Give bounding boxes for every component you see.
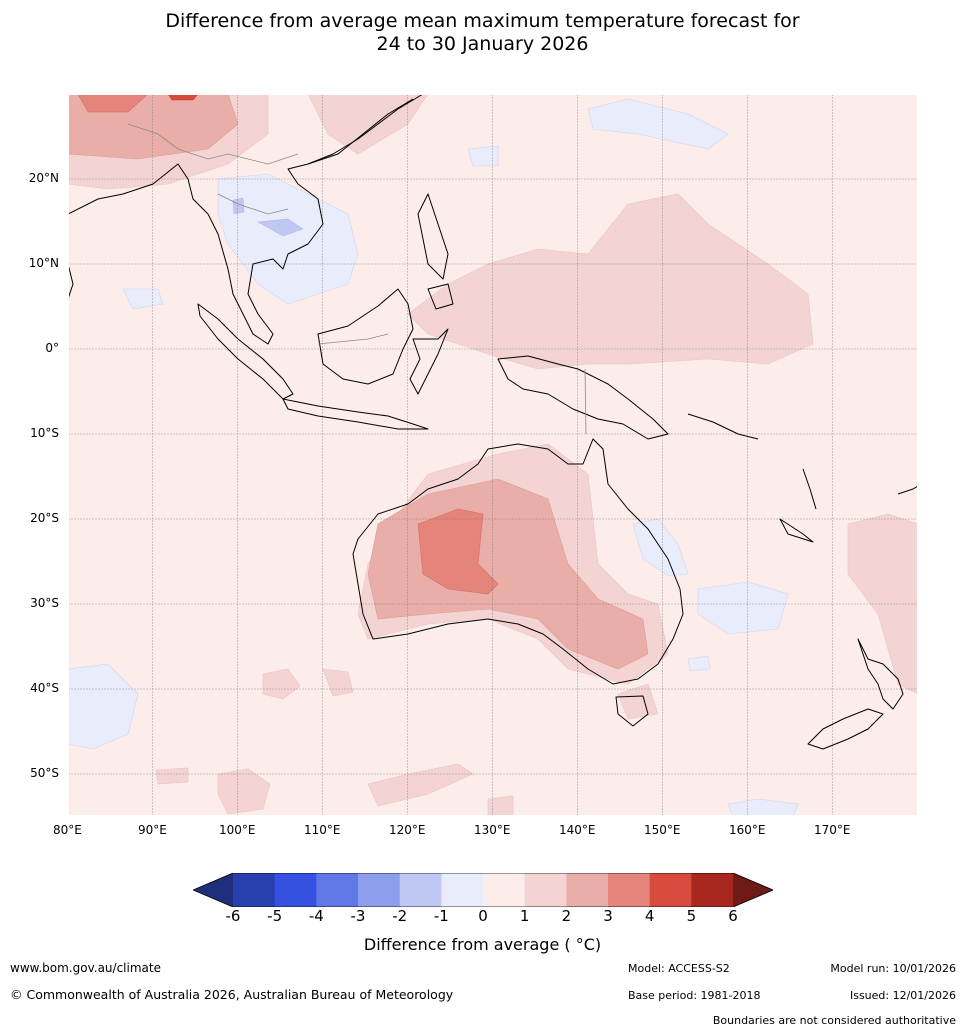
coastline-india xyxy=(68,183,154,215)
colorbar-tick-label: 1 xyxy=(519,907,530,925)
copyright-text: © Commonwealth of Australia 2026, Austra… xyxy=(10,987,454,1002)
colorbar-swatch xyxy=(274,873,317,907)
colorbar-swatch xyxy=(399,873,442,907)
colorbar-tick-label: 0 xyxy=(478,907,488,925)
model-name: Model: ACCESS-S2 xyxy=(628,962,730,975)
lat-label-50s: 50°S xyxy=(30,766,59,780)
colorbar-swatch xyxy=(441,873,484,907)
colorbar-tick-label: -2 xyxy=(392,907,408,925)
colorbar-tick-label: 6 xyxy=(728,907,738,925)
colorbar-swatch xyxy=(483,873,526,907)
lat-label-20s: 20°S xyxy=(30,511,59,525)
country-borders xyxy=(127,123,587,435)
anomaly-1-to-2 xyxy=(68,94,918,816)
map-frame xyxy=(68,94,918,816)
lat-label-0: 0° xyxy=(45,341,59,355)
colorbar-swatch xyxy=(691,873,734,907)
coastline-mindanao xyxy=(427,283,454,310)
lon-label-110e: 110°E xyxy=(304,823,341,837)
colorbar-tick-label: 2 xyxy=(561,907,572,925)
coastline-sumatra xyxy=(197,303,294,400)
lat-label-20n: 20°N xyxy=(28,171,59,185)
boundaries-disclaimer: Boundaries are not considered authoritat… xyxy=(712,1014,956,1027)
map-title: Difference from average mean maximum tem… xyxy=(0,10,965,56)
coastline-china xyxy=(307,98,414,165)
coastline-vanuatu xyxy=(802,468,817,510)
coastline-new-guinea xyxy=(497,355,669,440)
base-period: Base period: 1981-2018 xyxy=(628,989,761,1002)
coastline-borneo xyxy=(317,288,414,385)
issued-date: Issued: 12/01/2026 xyxy=(849,989,956,1002)
coastline-new-zealand-north xyxy=(857,638,904,710)
colorbar-extend-high xyxy=(733,873,773,907)
colorbar-label: Difference from average ( °C) xyxy=(363,935,602,954)
colorbar-tick-label: 5 xyxy=(686,907,697,925)
lat-label-30s: 30°S xyxy=(30,596,59,610)
colorbar-swatch xyxy=(524,873,567,907)
map-background xyxy=(68,94,918,816)
lat-label-10s: 10°S xyxy=(30,426,59,440)
colorbar-swatch xyxy=(316,873,359,907)
lon-label-100e: 100°E xyxy=(219,823,256,837)
graticule xyxy=(68,94,918,816)
website-link[interactable]: www.bom.gov.au/climate xyxy=(10,961,161,975)
coastline-new-zealand-south xyxy=(807,708,884,750)
lon-label-160e: 160°E xyxy=(729,823,766,837)
lon-label-90e: 90°E xyxy=(138,823,167,837)
colorbar-swatch xyxy=(566,873,609,907)
lat-label-40s: 40°S xyxy=(30,681,59,695)
colorbar-tick-label: -4 xyxy=(308,907,324,925)
coastline-java xyxy=(282,398,429,430)
colorbar-swatch xyxy=(358,873,401,907)
lon-label-140e: 140°E xyxy=(559,823,596,837)
colorbar-swatch xyxy=(608,873,651,907)
title-line-1: Difference from average mean maximum tem… xyxy=(165,10,800,32)
anomaly-minus2-to-minus1 xyxy=(232,197,304,237)
colorbar-tick-label: 4 xyxy=(644,907,655,925)
colorbar-tick-label: -3 xyxy=(350,907,366,925)
coastline-india-south xyxy=(68,263,74,300)
coastline-australia xyxy=(352,438,684,685)
colorbar-tick-label: -6 xyxy=(225,907,241,925)
lon-label-80e: 80°E xyxy=(53,823,82,837)
coastline-sulawesi xyxy=(409,328,449,395)
colorbar xyxy=(193,873,773,907)
coastlines xyxy=(68,94,918,750)
lon-label-130e: 130°E xyxy=(474,823,511,837)
forecast-map xyxy=(68,94,918,816)
anomaly-3-to-4 xyxy=(77,94,499,595)
lon-label-170e: 170°E xyxy=(814,823,851,837)
model-run-date: Model run: 10/01/2026 xyxy=(830,962,956,975)
title-line-2: 24 to 30 January 2026 xyxy=(376,33,589,55)
lon-label-120e: 120°E xyxy=(389,823,426,837)
anomaly-4-to-5 xyxy=(167,94,199,101)
colorbar-swatch xyxy=(233,873,276,907)
coastline-solomon-islands xyxy=(687,413,759,440)
coastline-tasmania xyxy=(615,695,649,727)
colorbar-tick-label: -5 xyxy=(267,907,283,925)
coastline-philippines xyxy=(417,193,449,280)
coastline-new-caledonia xyxy=(779,518,814,543)
anomaly-minus1-to-0 xyxy=(68,98,799,816)
coastline-mainland-se-asia xyxy=(152,94,424,345)
colorbar-swatch xyxy=(649,873,692,907)
lat-label-10n: 10°N xyxy=(28,256,59,270)
colorbar-tick-label: -1 xyxy=(433,907,449,925)
colorbar-extend-low xyxy=(193,873,233,907)
lon-label-150e: 150°E xyxy=(644,823,681,837)
colorbar-tick-label: 3 xyxy=(603,907,613,925)
coastline-fiji xyxy=(897,485,918,495)
